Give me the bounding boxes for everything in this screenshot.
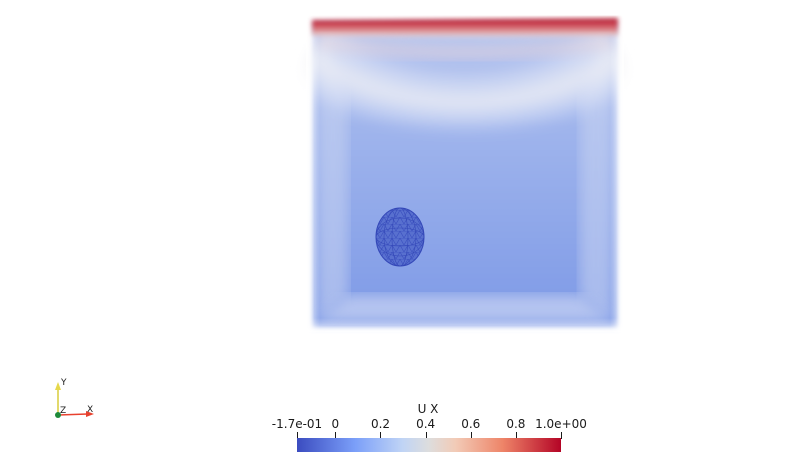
colorbar-tick-label: 0.8 [506,417,526,431]
colorbar-tick-label: 0.2 [370,417,391,431]
orientation-axes-widget [55,382,94,418]
cavity-volume [300,0,630,332]
colorbar-tick-mark [471,432,472,439]
x-axis-arrow [86,411,94,417]
y-axis-arrow [55,382,61,390]
colorbar-tick-label: -1.7e-01 [271,417,323,431]
colorbar-tick-label: 0.6 [461,417,481,431]
y-axis-label: Y [61,378,67,388]
z-axis-dot [55,412,61,418]
z-axis-label: Z [60,406,67,416]
colorbar-tick-label: 0 [331,417,340,431]
colorbar-tick-mark [380,432,381,439]
colorbar-tick-mark [561,432,562,439]
colorbar-tick-mark [297,432,298,439]
colorbar-tick-mark [335,432,336,439]
colorbar-tick-mark [516,432,517,439]
colorbar-title: U X [417,402,439,416]
colorbar-gradient [297,438,561,452]
colorbar-tick-label: 0.4 [416,417,436,431]
colorbar-tick-mark [426,432,427,439]
x-axis-line [57,413,89,416]
x-axis-label: X [87,405,94,415]
sphere-mesh [375,207,425,267]
colorbar-tick-label: 1.0e+00 [535,417,587,431]
